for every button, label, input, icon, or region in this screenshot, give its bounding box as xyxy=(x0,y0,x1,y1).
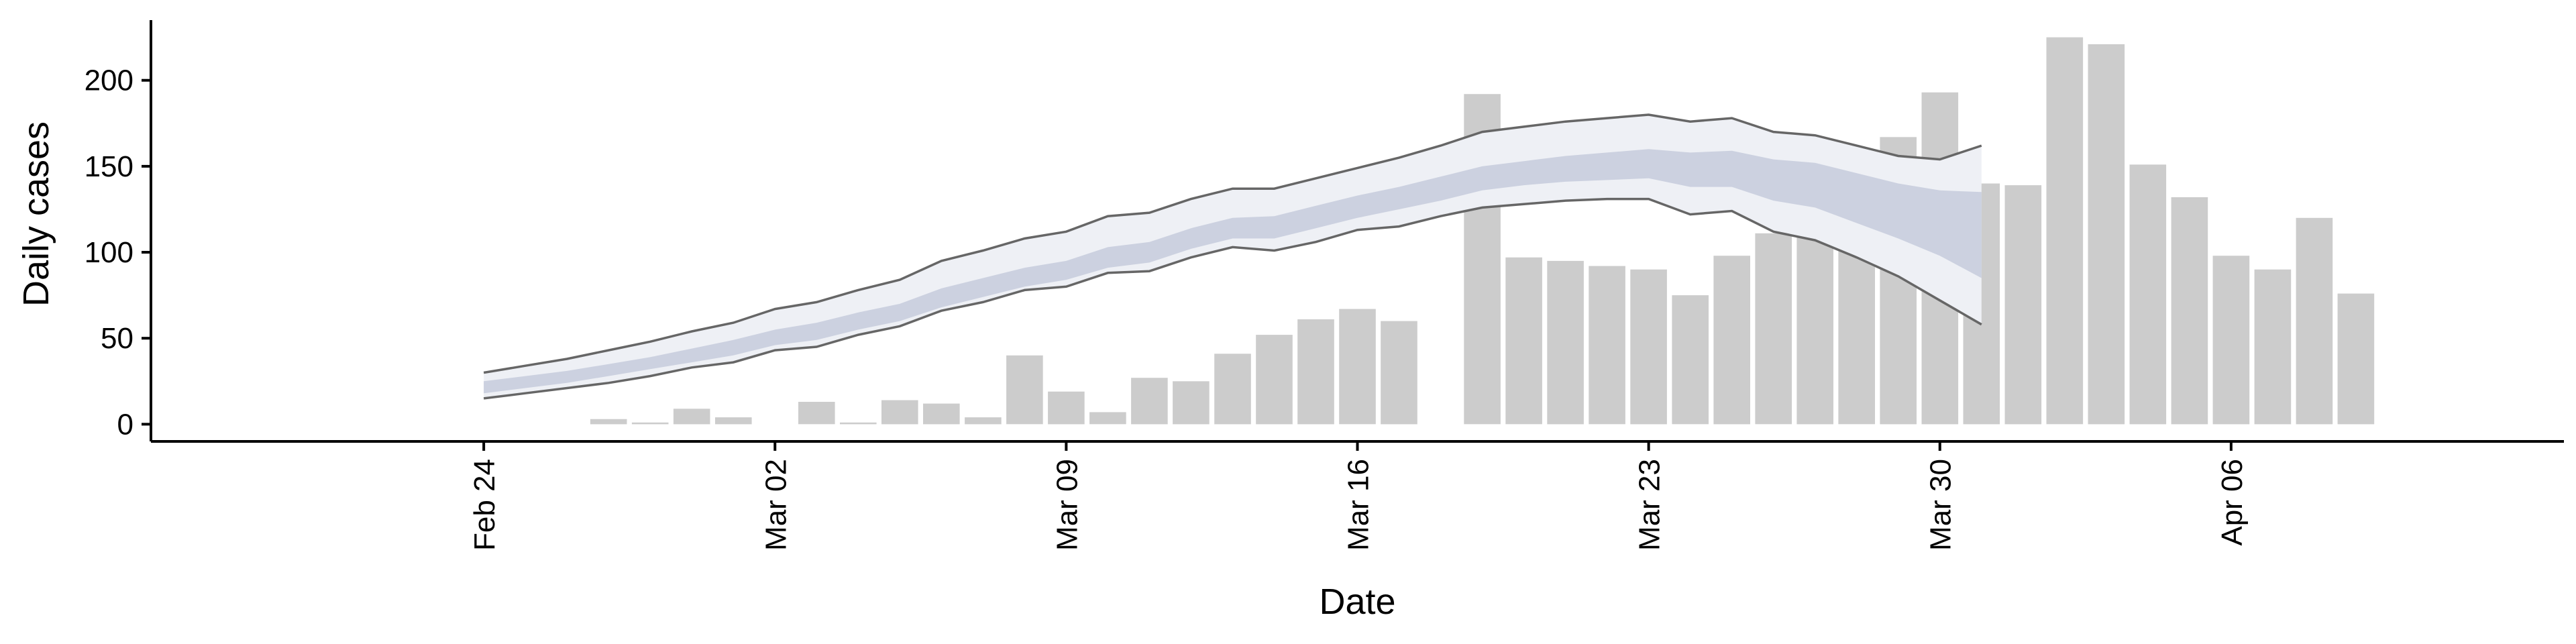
bar-2020-04-02 xyxy=(2046,37,2084,425)
bar-2020-03-20 xyxy=(1505,257,1542,425)
bar-2020-04-07 xyxy=(2254,269,2292,425)
y-tick-label: 50 xyxy=(101,322,133,355)
bar-2020-03-22 xyxy=(1589,266,1625,425)
bar-2020-02-29 xyxy=(673,409,710,425)
bar-2020-04-08 xyxy=(2296,217,2333,425)
bar-2020-04-09 xyxy=(2337,293,2375,425)
bar-2020-03-03 xyxy=(798,402,835,425)
bar-2020-03-06 xyxy=(923,403,960,425)
bar-2020-03-24 xyxy=(1672,295,1709,425)
bar-2020-02-28 xyxy=(631,422,669,425)
x-tick-label: Mar 02 xyxy=(759,459,792,551)
y-tick-label: 0 xyxy=(117,408,133,441)
bar-2020-03-08 xyxy=(1006,355,1043,425)
x-tick-label: Mar 23 xyxy=(1633,459,1666,551)
bar-2020-03-15 xyxy=(1297,319,1334,425)
bar-2020-03-16 xyxy=(1339,309,1376,425)
inner-interval-band xyxy=(484,149,1982,394)
bar-2020-03-05 xyxy=(881,400,918,425)
x-tick-label: Mar 30 xyxy=(1925,459,1957,551)
bar-2020-03-13 xyxy=(1214,354,1251,425)
y-axis-title: Daily cases xyxy=(16,121,56,307)
bar-2020-03-09 xyxy=(1048,391,1085,425)
bar-2020-04-04 xyxy=(2129,164,2167,425)
bar-2020-03-21 xyxy=(1547,260,1584,425)
x-tick-label: Feb 24 xyxy=(468,459,501,551)
bar-2020-03-04 xyxy=(840,422,877,425)
bar-2020-03-26 xyxy=(1755,233,1792,425)
bar-2020-03-25 xyxy=(1713,256,1750,425)
bar-2020-04-03 xyxy=(2088,44,2125,425)
bar-2020-03-12 xyxy=(1173,381,1210,425)
upper-interval-line xyxy=(483,113,1982,374)
bar-2020-04-06 xyxy=(2212,256,2250,425)
bar-2020-03-11 xyxy=(1131,378,1168,425)
bar-2020-03-07 xyxy=(965,417,1002,425)
y-tick-label: 100 xyxy=(85,236,133,269)
y-tick-label: 200 xyxy=(85,64,133,97)
bar-2020-04-05 xyxy=(2171,197,2208,425)
x-axis-title: Date xyxy=(1319,582,1395,622)
bar-2020-03-14 xyxy=(1256,335,1293,425)
bar-2020-03-10 xyxy=(1089,412,1126,425)
forecast-band-layer xyxy=(483,113,1982,400)
x-ticks: Feb 24 Mar 02 Mar 09 Mar 16 Mar 23 Mar 30 Apr … xyxy=(468,441,2249,551)
x-tick-label: Mar 09 xyxy=(1051,459,1083,551)
x-tick-label: Apr 06 xyxy=(2216,459,2249,546)
bars-layer xyxy=(590,37,2375,425)
lower-interval-line xyxy=(483,197,1982,400)
bar-2020-03-01 xyxy=(715,417,752,425)
x-tick-label: Mar 16 xyxy=(1342,459,1375,551)
bar-2020-04-01 xyxy=(2004,185,2042,425)
bar-2020-03-17 xyxy=(1381,321,1417,425)
bar-2020-03-23 xyxy=(1630,269,1667,425)
y-ticks: 0 50 100 150 200 xyxy=(85,64,151,441)
bar-2020-02-27 xyxy=(590,419,627,425)
y-tick-label: 150 xyxy=(85,150,133,183)
